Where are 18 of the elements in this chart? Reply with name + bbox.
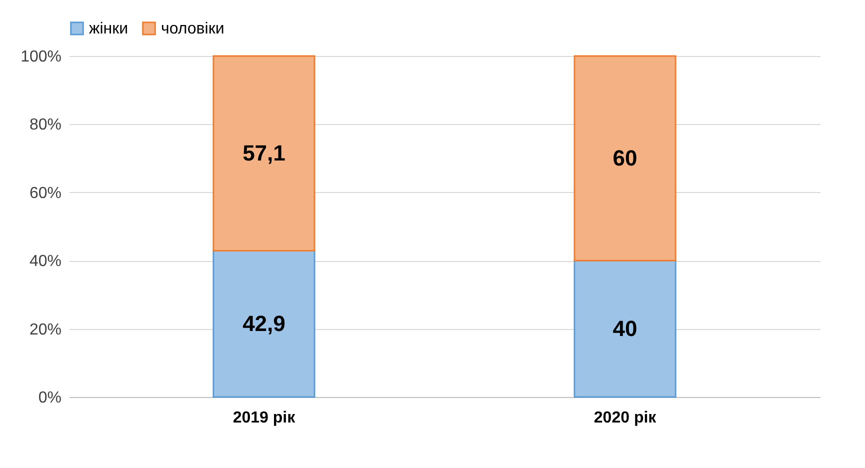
data-label: 42,9 (242, 310, 286, 336)
y-tick-label: 100% (20, 48, 62, 66)
x-tick-label: 2020 рік (594, 410, 658, 426)
legend-label: чоловіки (161, 20, 224, 38)
y-tick-label: 0% (38, 390, 62, 406)
bar (212, 250, 316, 398)
data-label: 40 (612, 316, 638, 341)
y-tick-label: 20% (29, 321, 62, 338)
bar (212, 55, 316, 252)
data-label: 57,1 (242, 140, 286, 166)
y-tick-label: 80% (29, 116, 62, 134)
bar (574, 260, 676, 398)
bar (574, 55, 676, 262)
y-tick-label: 60% (29, 184, 62, 202)
x-tick-label: 2019 рік (232, 410, 296, 426)
y-tick-label: 40% (29, 253, 62, 270)
legend-label: жінки (89, 20, 128, 38)
data-label: 60 (612, 145, 638, 170)
